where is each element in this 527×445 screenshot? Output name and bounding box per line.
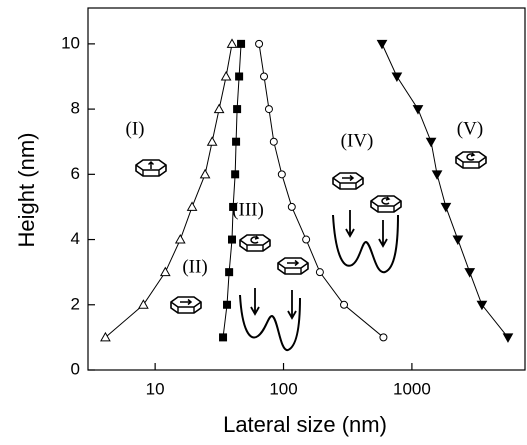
marker: [476, 300, 488, 311]
marker: [302, 235, 311, 244]
marker: [425, 137, 437, 148]
marker: [452, 235, 464, 246]
annotation: (IV): [341, 130, 374, 151]
series-line: [222, 43, 242, 338]
marker: [502, 333, 514, 343]
marker: [340, 300, 349, 309]
y-tick-label: 6: [71, 164, 80, 183]
marker: [213, 103, 225, 114]
marker: [174, 234, 186, 244]
marker: [260, 72, 269, 81]
marker: [431, 170, 443, 180]
annotation: (III): [232, 199, 264, 220]
y-tick-label: 10: [61, 33, 80, 52]
annotation: (II): [182, 256, 207, 277]
marker: [376, 39, 388, 50]
marker: [219, 333, 228, 342]
x-tick-label: 100: [269, 379, 297, 398]
marker: [391, 72, 403, 83]
y-tick-label: 0: [71, 359, 80, 378]
marker: [264, 105, 273, 114]
marker: [379, 333, 388, 342]
marker: [228, 235, 237, 244]
annotation: (I): [126, 118, 145, 139]
marker: [237, 39, 246, 48]
annotation: (V): [457, 118, 483, 139]
marker: [100, 331, 111, 342]
marker: [277, 170, 286, 179]
marker: [464, 268, 476, 278]
marker: [199, 168, 211, 179]
marker: [206, 136, 218, 146]
x-axis-label: Lateral size (nm): [223, 412, 387, 437]
marker: [287, 202, 296, 211]
series-line: [105, 43, 233, 338]
marker: [412, 105, 424, 115]
marker: [226, 38, 238, 48]
marker: [186, 201, 198, 211]
series-line: [258, 43, 384, 338]
x-tick-label: 1000: [393, 379, 431, 398]
y-axis-label: Height (nm): [14, 133, 39, 248]
marker: [223, 300, 232, 309]
marker: [231, 170, 240, 179]
marker: [235, 72, 244, 81]
x-tick-label: 10: [146, 379, 165, 398]
marker: [233, 105, 242, 114]
y-tick-label: 4: [71, 229, 80, 248]
marker: [220, 70, 232, 81]
marker: [159, 266, 171, 277]
marker: [232, 137, 241, 146]
y-tick-label: 2: [71, 294, 80, 313]
icons: [135, 151, 487, 351]
marker: [229, 202, 238, 211]
marker: [225, 268, 234, 277]
plot-frame: [87, 7, 526, 371]
y-tick-label: 8: [71, 99, 80, 118]
marker: [269, 137, 278, 146]
marker: [138, 299, 149, 309]
marker: [440, 202, 452, 213]
marker: [315, 268, 324, 277]
series-line: [381, 43, 509, 338]
marker: [255, 39, 264, 48]
